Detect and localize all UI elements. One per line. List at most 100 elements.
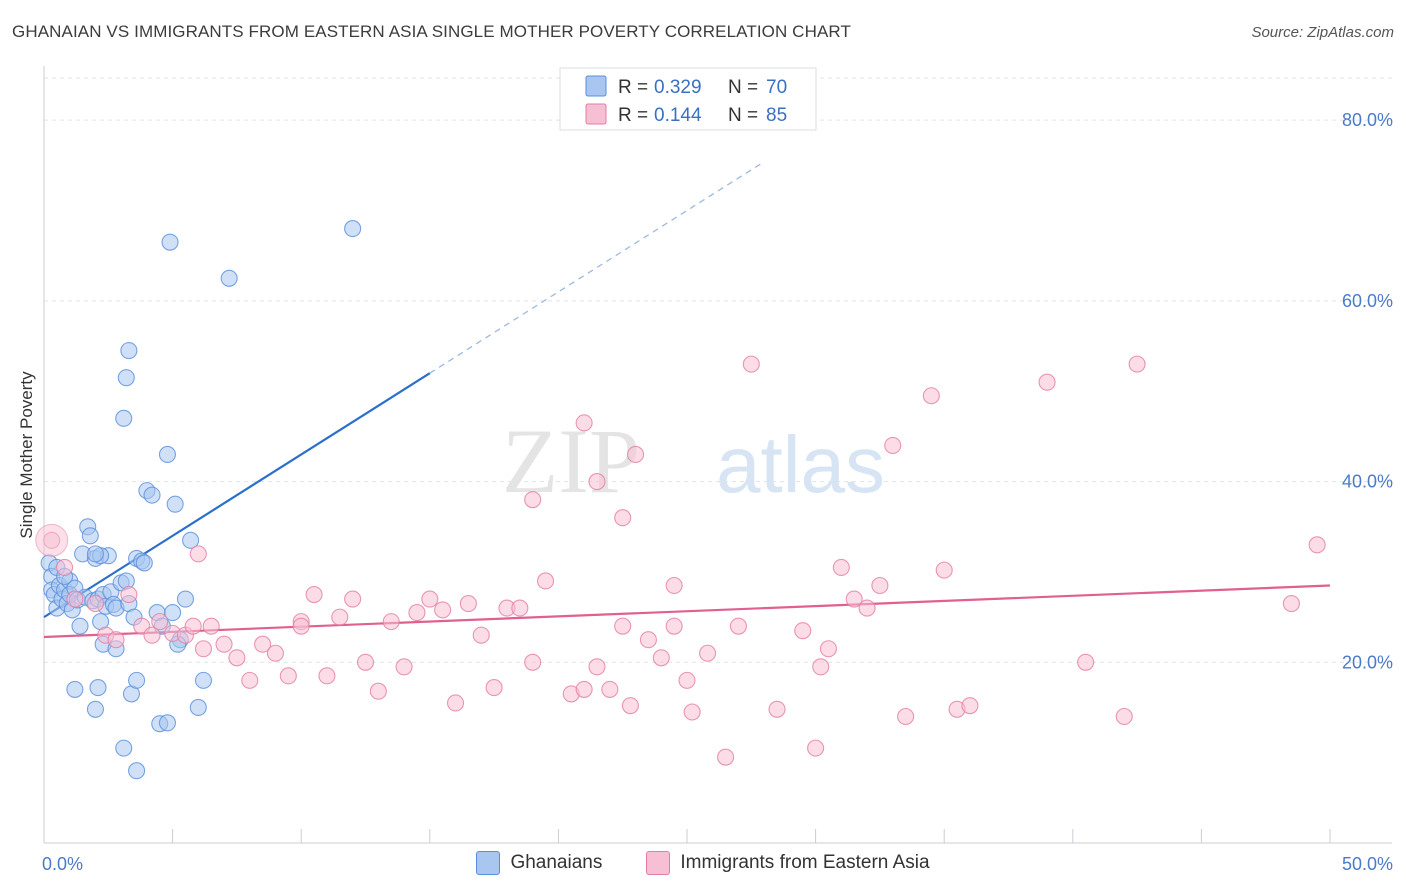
point-eastern-asia bbox=[575, 414, 593, 432]
point-ghanaians bbox=[117, 369, 135, 387]
point-eastern-asia bbox=[184, 617, 202, 635]
point-ghanaians bbox=[220, 269, 238, 287]
point-eastern-asia bbox=[935, 561, 953, 579]
point-eastern-asia bbox=[665, 576, 683, 595]
point-eastern-asia bbox=[897, 707, 915, 726]
point-eastern-asia bbox=[254, 635, 272, 653]
point-eastern-asia bbox=[575, 680, 593, 698]
point-eastern-asia bbox=[189, 545, 207, 563]
point-ghanaians bbox=[128, 671, 146, 689]
legend-label-eastern-asia: Immigrants from Eastern Asia bbox=[680, 852, 930, 873]
point-ghanaians bbox=[128, 762, 146, 780]
point-eastern-asia bbox=[56, 558, 74, 576]
trendline-eastern-asia bbox=[43, 584, 1331, 639]
legend-n-label: N = bbox=[728, 105, 758, 126]
gridlines bbox=[44, 77, 1392, 663]
point-ghanaians bbox=[176, 590, 195, 608]
trendline-ghanaians bbox=[43, 372, 431, 619]
point-eastern-asia bbox=[151, 613, 169, 631]
legend-swatch bbox=[585, 75, 607, 97]
point-eastern-asia bbox=[472, 626, 490, 644]
point-eastern-asia bbox=[627, 445, 645, 464]
point-ghanaians bbox=[164, 604, 182, 622]
point-ghanaians bbox=[194, 671, 213, 689]
point-eastern-asia bbox=[588, 658, 606, 676]
trendlines bbox=[43, 161, 1331, 639]
trendline-ghanaians-extrapolated bbox=[429, 161, 765, 374]
legend-swatch bbox=[585, 103, 607, 125]
x-tick-label-min: 0.0% bbox=[42, 854, 83, 874]
point-eastern-asia bbox=[279, 667, 297, 685]
point-ghanaians bbox=[135, 554, 153, 572]
y-tick-label: 60.0% bbox=[1342, 291, 1393, 311]
point-eastern-asia bbox=[1077, 653, 1095, 671]
point-eastern-asia bbox=[858, 599, 876, 617]
y-tick-label: 20.0% bbox=[1342, 652, 1393, 672]
point-eastern-asia bbox=[228, 649, 246, 667]
point-eastern-asia bbox=[524, 491, 542, 509]
point-ghanaians bbox=[143, 486, 161, 504]
point-eastern-asia bbox=[601, 680, 619, 698]
point-eastern-asia bbox=[356, 653, 375, 671]
point-ghanaians bbox=[166, 495, 184, 513]
point-ghanaians bbox=[158, 445, 177, 464]
point-eastern-asia bbox=[66, 590, 84, 608]
point-eastern-asia bbox=[621, 697, 639, 715]
point-eastern-asia bbox=[434, 601, 452, 619]
data-points bbox=[35, 220, 1326, 780]
point-eastern-asia bbox=[1282, 595, 1300, 613]
point-ghanaians bbox=[89, 679, 107, 697]
point-ghanaians bbox=[189, 698, 207, 717]
axis-labels: 20.0% 40.0% 60.0% 80.0% 0.0% 50.0% Single Moth… bbox=[17, 110, 1393, 874]
point-eastern-asia bbox=[742, 355, 760, 373]
point-ghanaians bbox=[86, 545, 104, 563]
legend-item-eastern-asia: Immigrants from Eastern Asia bbox=[646, 851, 930, 875]
legend-r-label: R = bbox=[618, 77, 648, 98]
point-eastern-asia bbox=[107, 631, 125, 649]
point-ghanaians bbox=[161, 233, 179, 251]
point-ghanaians bbox=[71, 617, 89, 635]
point-eastern-asia bbox=[1128, 355, 1146, 373]
legend-swatch-ghanaians bbox=[476, 851, 501, 875]
point-eastern-asia bbox=[485, 679, 503, 697]
point-eastern-asia bbox=[768, 700, 786, 718]
point-eastern-asia bbox=[884, 436, 902, 454]
point-eastern-asia bbox=[699, 644, 717, 662]
x-tick-label-max: 50.0% bbox=[1342, 854, 1393, 874]
point-eastern-asia bbox=[683, 703, 701, 721]
point-eastern-asia bbox=[665, 617, 683, 635]
legend-r-value: 0.144 bbox=[654, 105, 702, 126]
point-ghanaians bbox=[120, 342, 138, 360]
point-eastern-asia-large bbox=[35, 523, 69, 557]
legend-n-value: 70 bbox=[766, 77, 787, 98]
point-eastern-asia bbox=[639, 631, 657, 649]
point-eastern-asia bbox=[202, 617, 220, 635]
point-eastern-asia bbox=[292, 617, 310, 635]
y-axis-label: Single Mother Poverty bbox=[17, 371, 36, 539]
point-eastern-asia bbox=[588, 473, 606, 491]
legend-box: R = 0.329 N = 70 R = 0.144 N = 85 bbox=[559, 67, 817, 131]
legend-n-value: 85 bbox=[766, 105, 787, 126]
point-eastern-asia bbox=[459, 595, 477, 613]
legend-r-label: R = bbox=[618, 105, 648, 126]
point-ghanaians bbox=[86, 700, 104, 718]
watermark: ZIP atlas bbox=[502, 410, 885, 512]
point-eastern-asia bbox=[961, 697, 979, 715]
point-eastern-asia bbox=[614, 617, 632, 635]
y-tick-label: 80.0% bbox=[1342, 110, 1393, 130]
point-eastern-asia bbox=[845, 590, 863, 608]
point-ghanaians bbox=[344, 220, 362, 238]
point-eastern-asia bbox=[382, 613, 400, 631]
point-eastern-asia bbox=[678, 671, 696, 689]
chart-source: Source: ZipAtlas.com bbox=[1251, 24, 1394, 41]
point-ghanaians bbox=[66, 680, 84, 698]
point-eastern-asia bbox=[922, 387, 940, 405]
legend-item-ghanaians: Ghanaians bbox=[476, 851, 602, 875]
point-eastern-asia bbox=[652, 649, 670, 667]
point-ghanaians bbox=[182, 531, 200, 549]
point-eastern-asia bbox=[241, 671, 259, 689]
legend-r-value: 0.329 bbox=[654, 77, 702, 98]
point-eastern-asia bbox=[794, 622, 812, 640]
point-ghanaians bbox=[81, 527, 99, 545]
